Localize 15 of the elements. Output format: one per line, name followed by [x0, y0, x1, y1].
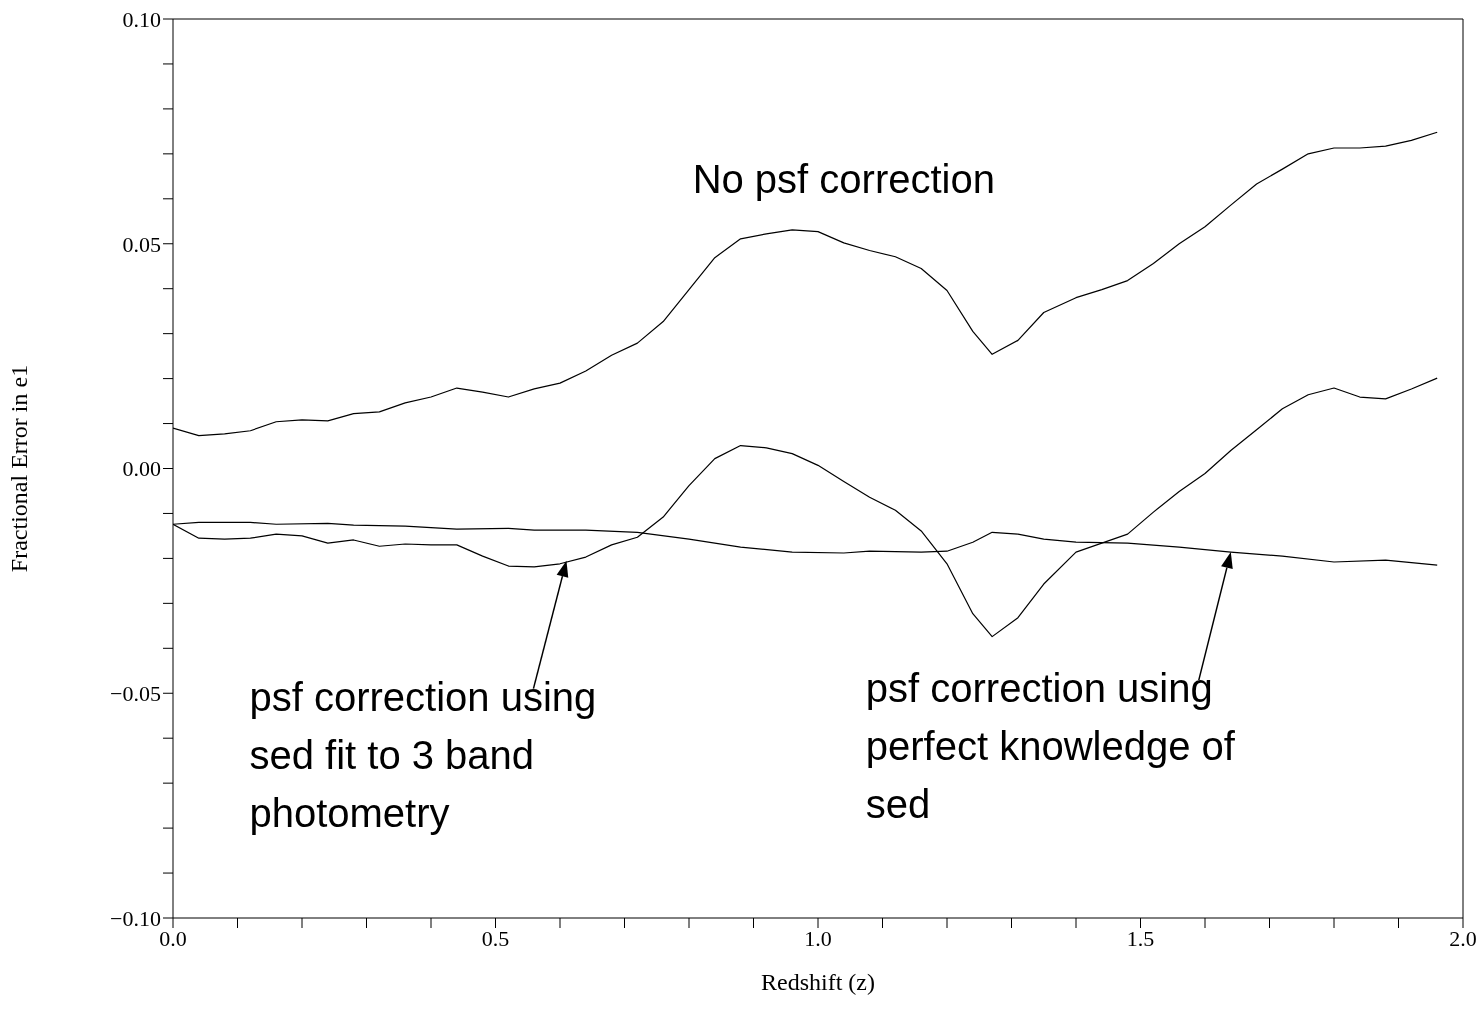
x-tick-label: 0.0: [159, 925, 187, 951]
annotation: psf correction using perfect knowledge of sed: [865, 666, 1236, 827]
x-tick-label: 1.0: [804, 925, 832, 951]
y-tick-label: −0.05: [110, 681, 161, 707]
x-tick-label: 2.0: [1449, 925, 1477, 951]
y-tick-label: 0.00: [122, 456, 161, 482]
y-tick-label: 0.10: [122, 6, 161, 32]
x-tick-label: 1.5: [1126, 925, 1155, 951]
y-tick-label: 0.05: [122, 231, 161, 257]
x-tick-label: 0.5: [481, 925, 510, 951]
y-tick-label: −0.10: [110, 905, 161, 931]
y-axis-title: Fractional Error in e1: [5, 364, 32, 573]
annotation: psf correction using sed fit to 3 band photometry: [249, 674, 597, 835]
annotation: No psf correction: [692, 156, 995, 201]
x-axis-title: Redshift (z): [761, 969, 875, 995]
